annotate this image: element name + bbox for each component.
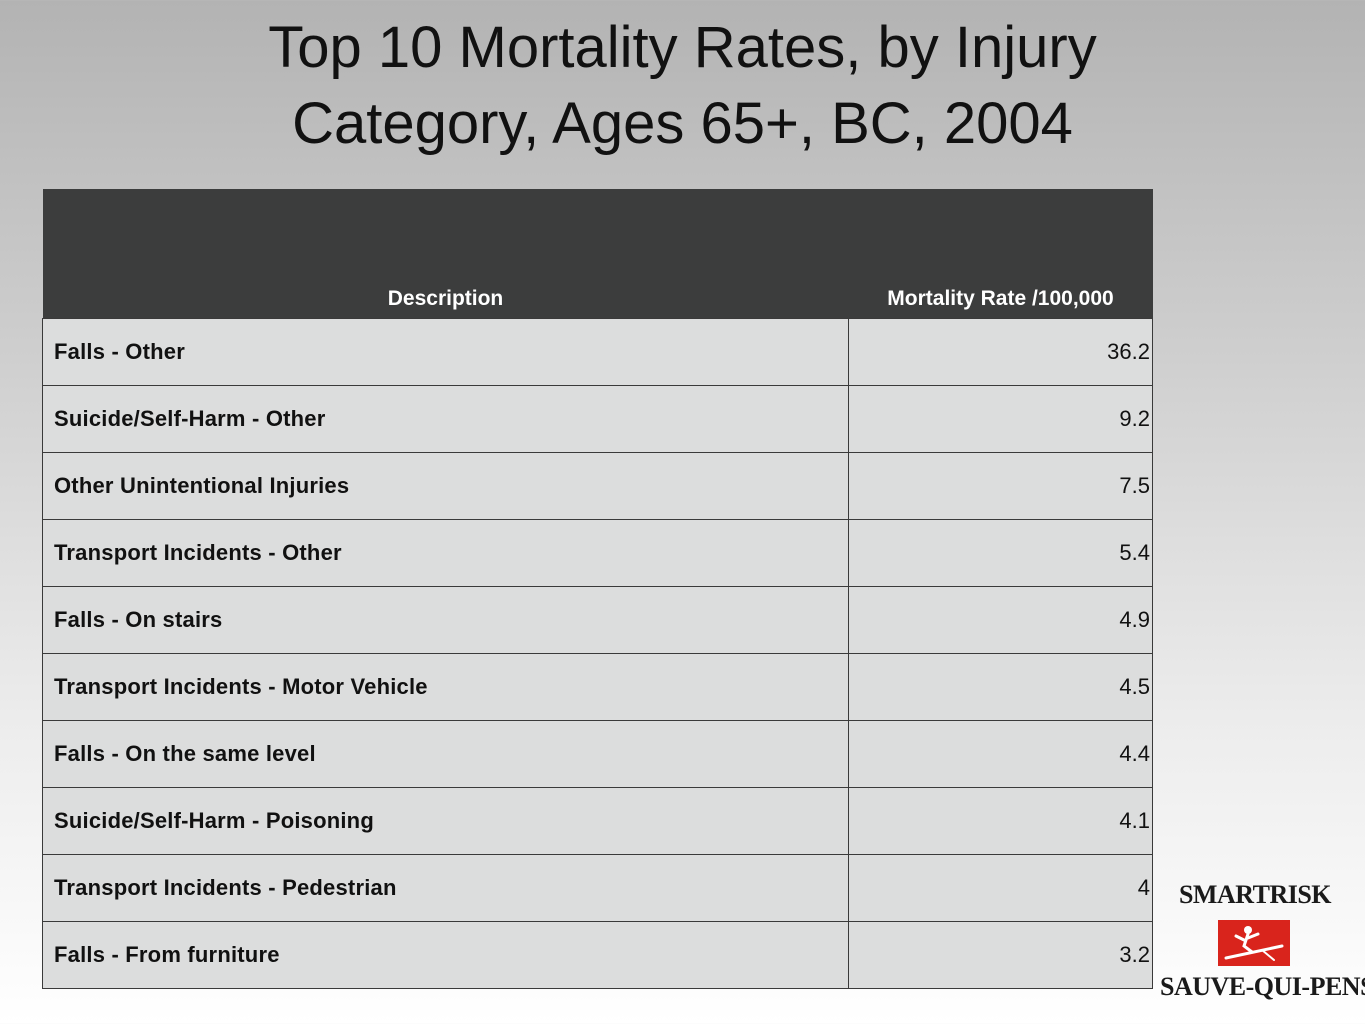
- table-row: Falls - On stairs 4.9: [42, 586, 1153, 654]
- skier-icon: [1218, 920, 1290, 966]
- title-line-1: Top 10 Mortality Rates, by Injury: [268, 15, 1097, 80]
- table-row: Transport Incidents - Other 5.4: [42, 519, 1153, 587]
- table-row: Suicide/Self-Harm - Other 9.2: [42, 385, 1153, 453]
- row-description: Transport Incidents - Other: [42, 519, 849, 587]
- row-description: Suicide/Self-Harm - Poisoning: [42, 787, 849, 855]
- mortality-table: Description Mortality Rate /100,000 Fall…: [42, 189, 1153, 989]
- row-rate: 4.5: [848, 653, 1153, 721]
- row-rate: 4: [848, 854, 1153, 922]
- table-row: Falls - On the same level 4.4: [42, 720, 1153, 788]
- logo-bottom-word: SAUVE-QUI-PENSE: [1160, 972, 1365, 1001]
- row-rate: 9.2: [848, 385, 1153, 453]
- row-description: Falls - From furniture: [42, 921, 849, 989]
- smartrisk-logo: SMARTRISK SAUVE-QUI-PENSE: [1160, 880, 1365, 1010]
- row-rate: 5.4: [848, 519, 1153, 587]
- header-description: Description: [42, 189, 849, 319]
- table-row: Other Unintentional Injuries 7.5: [42, 452, 1153, 520]
- row-description: Falls - On the same level: [42, 720, 849, 788]
- row-rate: 36.2: [848, 318, 1153, 386]
- table-row: Transport Incidents - Motor Vehicle 4.5: [42, 653, 1153, 721]
- row-rate: 4.4: [848, 720, 1153, 788]
- row-description: Suicide/Self-Harm - Other: [42, 385, 849, 453]
- table-row: Falls - Other 36.2: [42, 318, 1153, 386]
- table-header-row: Description Mortality Rate /100,000: [42, 189, 1153, 319]
- header-mortality-rate: Mortality Rate /100,000: [848, 189, 1153, 319]
- slide-title: Top 10 Mortality Rates, by Injury Catego…: [0, 10, 1365, 162]
- row-description: Transport Incidents - Motor Vehicle: [42, 653, 849, 721]
- row-rate: 4.1: [848, 787, 1153, 855]
- row-rate: 3.2: [848, 921, 1153, 989]
- table-row: Transport Incidents - Pedestrian 4: [42, 854, 1153, 922]
- table-row: Falls - From furniture 3.2: [42, 921, 1153, 989]
- row-rate: 7.5: [848, 452, 1153, 520]
- logo-top-word: SMARTRISK: [1178, 880, 1332, 909]
- table-row: Suicide/Self-Harm - Poisoning 4.1: [42, 787, 1153, 855]
- row-description: Falls - Other: [42, 318, 849, 386]
- title-line-2: Category, Ages 65+, BC, 2004: [292, 91, 1073, 156]
- row-description: Other Unintentional Injuries: [42, 452, 849, 520]
- row-description: Falls - On stairs: [42, 586, 849, 654]
- row-description: Transport Incidents - Pedestrian: [42, 854, 849, 922]
- row-rate: 4.9: [848, 586, 1153, 654]
